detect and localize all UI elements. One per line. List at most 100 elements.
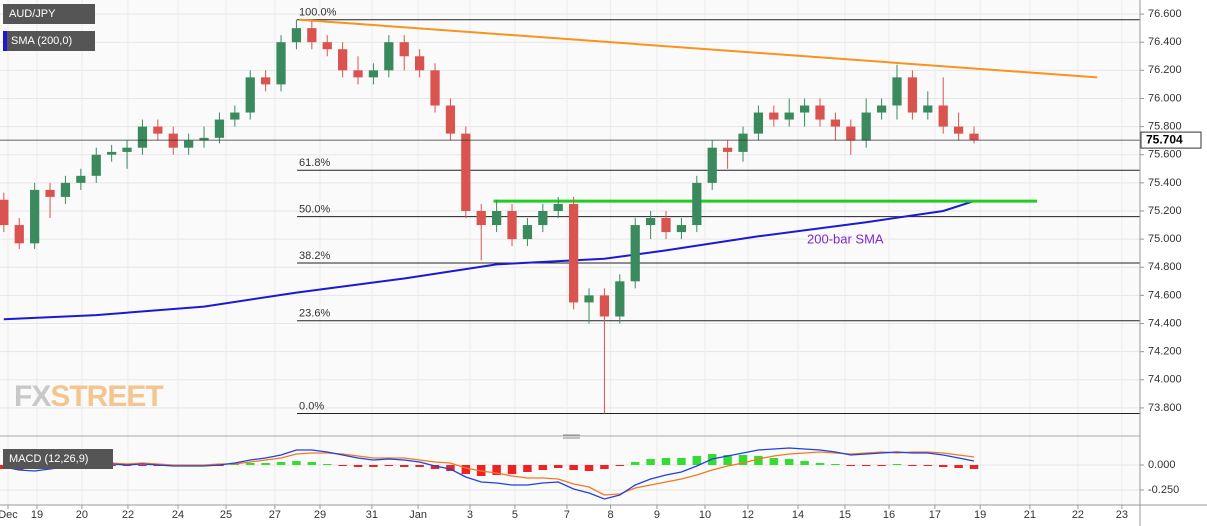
- histogram-bar: [754, 456, 763, 465]
- watermark-street: STREET: [50, 380, 163, 413]
- x-tick-label: 5: [512, 509, 518, 521]
- candle-body: [784, 112, 794, 120]
- macd-title: MACD (12,26,9): [9, 453, 88, 465]
- x-tick-label: 27: [269, 509, 281, 521]
- y-tick-label: 74.400: [1148, 317, 1182, 329]
- histogram-bar: [738, 455, 748, 465]
- y-tick-label: 75.400: [1148, 177, 1182, 189]
- candle-body: [492, 210, 502, 226]
- histogram-bar: [630, 462, 640, 465]
- marks: 100.0% 61.8% 50.0% 38.2% 23.6% 0.0%: [0, 7, 1140, 500]
- histogram-bar: [292, 461, 301, 465]
- candle-body: [861, 112, 871, 141]
- candle-body: [230, 112, 240, 120]
- x-tick-label: 19: [974, 509, 986, 521]
- x-tick-label: 31: [366, 509, 378, 521]
- candle-body: [892, 77, 902, 106]
- sma-line: [3, 200, 975, 321]
- histogram-bar: [569, 465, 578, 470]
- y-tick-label: 74.800: [1148, 261, 1182, 273]
- y-tick-label: 76.200: [1148, 64, 1182, 76]
- fib-label: 23.6%: [299, 308, 330, 320]
- candle-body: [60, 182, 71, 197]
- fib-label: 50.0%: [299, 204, 330, 216]
- candle-body: [522, 225, 533, 240]
- histogram-bar: [723, 455, 732, 465]
- candle-body: [399, 42, 409, 57]
- candle-body: [846, 126, 856, 141]
- histogram-bar: [322, 464, 332, 465]
- x-tick-label: 12: [742, 509, 754, 521]
- candle-body: [476, 210, 486, 226]
- histogram-bar: [415, 465, 424, 467]
- histogram-bar: [615, 465, 625, 466]
- title-box: [3, 4, 95, 24]
- histogram-bar: [430, 465, 440, 469]
- candle-body: [245, 77, 255, 113]
- candle-body: [553, 203, 563, 211]
- macd-line: [3, 447, 975, 500]
- histogram-bar: [353, 465, 363, 467]
- candle-body: [461, 133, 471, 211]
- candle-body: [122, 147, 132, 152]
- y-tick-label: 76.000: [1148, 92, 1182, 104]
- histogram-bar: [461, 465, 471, 474]
- candle-body: [969, 133, 979, 141]
- y-tick-label: 75.000: [1148, 233, 1182, 245]
- histogram-bar: [877, 465, 886, 466]
- candle-body: [30, 189, 40, 244]
- candle-body: [137, 126, 148, 148]
- y-tick-label: 73.800: [1148, 402, 1182, 414]
- candle-body: [338, 49, 348, 71]
- candle-body: [599, 295, 610, 317]
- candle-body: [384, 42, 394, 71]
- y-tick-label: 76.400: [1148, 36, 1182, 48]
- candle-body: [538, 210, 548, 226]
- candle-body: [692, 182, 702, 226]
- histogram-bar: [261, 463, 270, 465]
- x-tick-label: 9: [654, 509, 660, 521]
- signal-line: [3, 451, 975, 496]
- y-tick-label: 75.200: [1148, 205, 1182, 217]
- x-tick-label: 16: [883, 509, 895, 521]
- histogram-bar: [492, 465, 501, 475]
- histogram-bar: [831, 464, 840, 465]
- histogram-bar: [938, 465, 948, 467]
- candle-body: [707, 147, 717, 183]
- x-tick-label: Jan: [409, 509, 427, 521]
- histogram-bar: [784, 459, 794, 465]
- candle-body: [276, 42, 286, 85]
- y-tick-label: 76.600: [1148, 8, 1182, 20]
- candle-body: [753, 112, 764, 134]
- histogram-bar: [553, 465, 563, 468]
- histogram-bar: [661, 458, 671, 465]
- histogram-bar: [369, 465, 378, 467]
- histogram-bar: [923, 465, 933, 466]
- candle-body: [507, 210, 517, 240]
- x-tick-label: 22: [1072, 509, 1084, 521]
- x-tick-label: 14: [792, 509, 804, 521]
- x-tick-label: 20: [76, 509, 88, 521]
- histogram-bar: [861, 465, 871, 466]
- candle-body: [368, 70, 379, 78]
- histogram-bar: [769, 458, 779, 465]
- candle-body: [615, 281, 625, 317]
- histogram-bar: [969, 465, 979, 469]
- watermark-fx: FX: [14, 380, 51, 413]
- histogram-bar: [276, 462, 286, 465]
- candle-body: [769, 112, 779, 120]
- candle-body: [799, 105, 810, 113]
- candle-body: [722, 147, 733, 152]
- histogram-bar: [600, 465, 609, 469]
- candle-body: [415, 56, 425, 71]
- x-tick-label: 19: [31, 509, 43, 521]
- candle-body: [923, 105, 933, 113]
- histogram-bar: [815, 463, 825, 465]
- x-tick-label: 15: [839, 509, 851, 521]
- x-tick-label: 10: [699, 509, 711, 521]
- candle-body: [953, 126, 964, 134]
- candle-body: [815, 105, 825, 120]
- y-tick-label: 74.000: [1148, 374, 1182, 386]
- histogram-bar: [677, 458, 686, 465]
